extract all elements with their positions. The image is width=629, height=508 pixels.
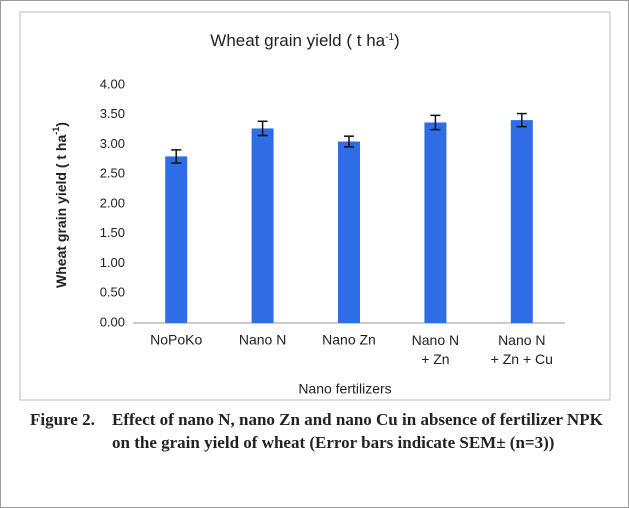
y-tick-label: 3.50	[100, 106, 125, 121]
chart-title: Wheat grain yield ( t ha-1)	[210, 31, 399, 50]
error-bar	[257, 120, 268, 137]
caption-label: Figure 2.	[30, 410, 95, 429]
x-tick-label: Nano N + Zn + Cu	[491, 332, 553, 367]
y-tick-label: 0.00	[100, 314, 125, 329]
x-tick-label: Nano Zn	[322, 332, 376, 348]
x-axis-label: Nano fertilizers	[298, 381, 391, 397]
y-tick-label: 4.00	[100, 76, 125, 91]
bar	[251, 128, 274, 323]
error-bar	[516, 112, 527, 128]
x-tick-label: NoPoKo	[150, 332, 202, 348]
caption-text: Effect of nano N, nano Zn and nano Cu in…	[112, 410, 603, 452]
y-axis-label: Wheat grain yield ( t ha-1)	[51, 122, 68, 288]
bar	[510, 120, 533, 323]
error-bar	[430, 114, 441, 131]
y-tick-label: 1.50	[100, 225, 125, 240]
bar	[338, 141, 360, 323]
bar	[165, 156, 188, 323]
x-tick-label: Nano N	[239, 332, 286, 348]
error-bar	[344, 135, 354, 148]
caption: Figure 2. Effect of nano N, nano Zn and n…	[30, 408, 620, 454]
y-tick-label: 0.50	[100, 285, 125, 300]
x-tick-label: Nano N + Zn	[412, 332, 459, 367]
y-tick-label: 3.00	[100, 136, 125, 151]
y-tick-label: 2.50	[100, 166, 125, 181]
bar	[424, 122, 447, 323]
chart-border	[19, 11, 611, 401]
chart: Wheat grain yield ( t ha-1) Wheat grain …	[19, 11, 611, 401]
error-bar	[171, 149, 182, 164]
y-tick-label: 2.00	[100, 195, 125, 210]
y-tick-label: 1.00	[100, 255, 125, 270]
